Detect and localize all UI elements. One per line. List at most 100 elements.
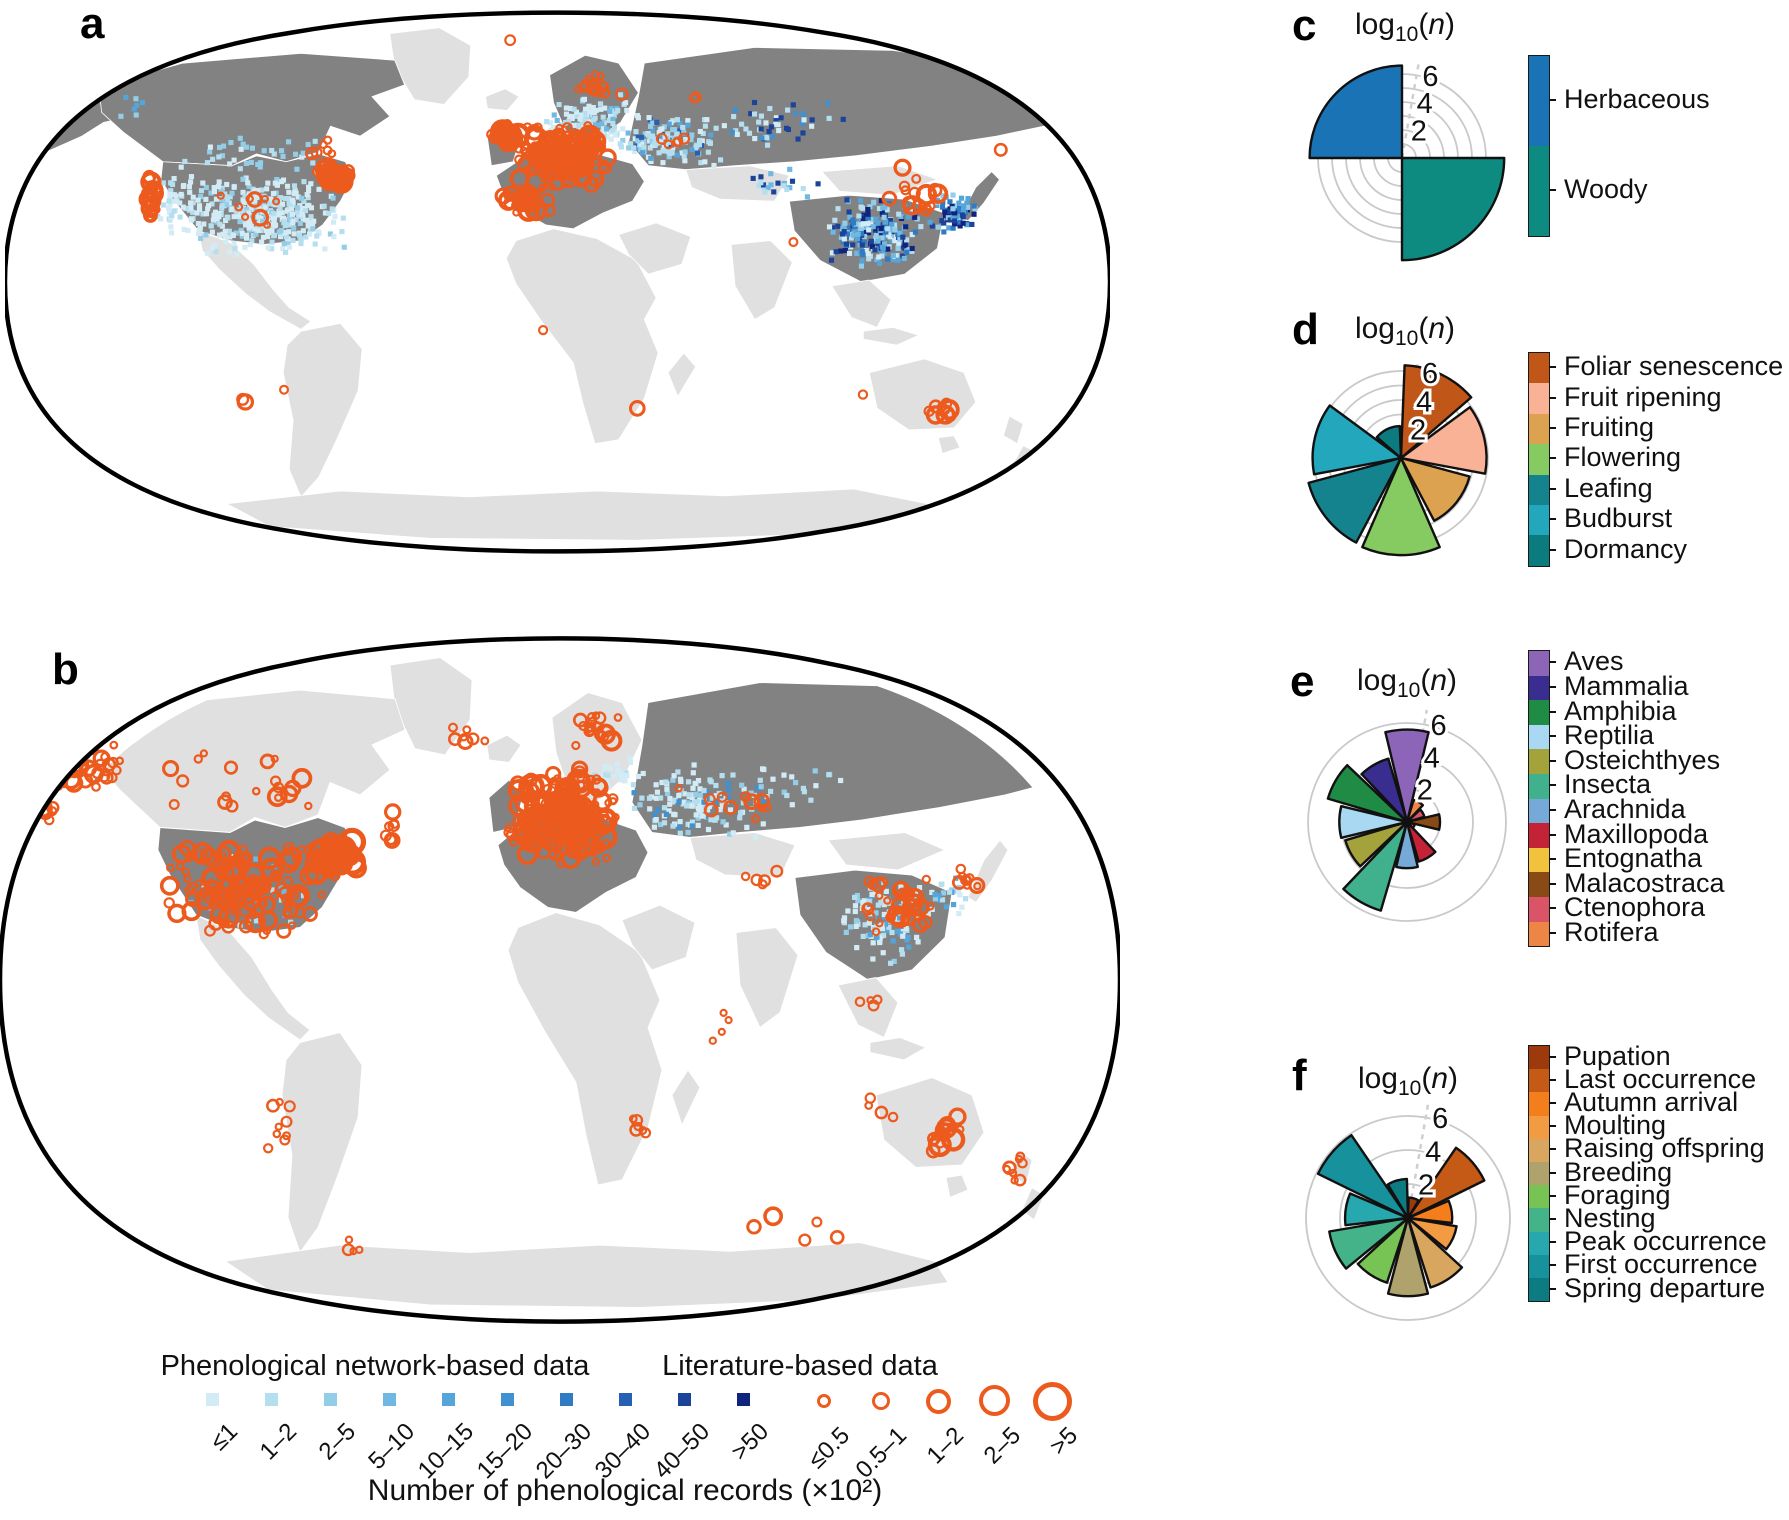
network-record-square: [773, 115, 780, 121]
network-record-square: [850, 217, 856, 223]
network-record-square: [233, 208, 239, 214]
rose-chart-plant-phenophase: 246: [1307, 355, 1489, 557]
log10n-title-c: log10(n): [1354, 8, 1456, 46]
network-record-square: [762, 189, 768, 195]
legend-label-aves: Aves: [1564, 646, 1624, 677]
network-record-square: [214, 216, 220, 222]
network-record-square: [708, 779, 714, 785]
literature-record-circle: [217, 794, 233, 810]
network-record-square: [730, 772, 736, 778]
f-wedge-last-occurrence: [1406, 1146, 1486, 1220]
network-record-square: [304, 192, 310, 198]
network-record-square: [700, 130, 706, 137]
d-wedge-foliar-senescence: [1399, 364, 1473, 460]
literature-record-circle: [282, 908, 293, 919]
network-record-square: [761, 185, 767, 191]
network-record-square: [901, 255, 907, 262]
network-record-square: [719, 803, 725, 809]
literature-record-circle: [176, 774, 190, 788]
network-record-square: [670, 823, 676, 829]
network-record-square: [897, 915, 903, 921]
literature-record-circle: [208, 916, 224, 931]
network-record-square: [264, 228, 271, 234]
network-record-square: [879, 238, 885, 244]
network-record-square: [169, 230, 175, 236]
network-record-square: [563, 105, 569, 111]
network-record-square: [748, 111, 754, 117]
network-record-square: [286, 201, 292, 207]
region-africa: [505, 228, 659, 445]
network-record-square: [610, 127, 616, 133]
network-record-square: [899, 951, 905, 957]
network-record-square: [190, 200, 196, 206]
literature-record-circle: [570, 128, 582, 141]
legend-label-flowering: Flowering: [1564, 442, 1682, 473]
network-record-square: [884, 928, 890, 934]
network-record-square: [678, 778, 684, 784]
network-record-square: [858, 263, 865, 269]
literature-record-circle: [448, 722, 459, 733]
literature-record-circle: [175, 862, 185, 871]
network-record-square: [689, 823, 695, 829]
literature-record-circle: [554, 167, 569, 182]
network-record-square: [865, 221, 871, 227]
network-record-square: [639, 795, 645, 801]
network-record-square: [841, 918, 847, 924]
network-record-square: [623, 100, 629, 106]
network-record-square: [224, 181, 230, 188]
network-record-square: [751, 99, 758, 106]
literature-record-circle: [516, 843, 539, 865]
network-record-square: [626, 145, 632, 151]
network-record-square: [273, 212, 280, 218]
network-record-square: [886, 924, 892, 930]
network-record-square: [269, 147, 275, 154]
network-record-square: [662, 134, 668, 140]
network-record-square: [845, 908, 851, 914]
network-record-square: [311, 218, 317, 224]
literature-record-circle: [263, 1143, 274, 1154]
network-record-square: [878, 198, 884, 204]
network-record-square: [890, 938, 896, 944]
literature-record-circle: [266, 786, 288, 808]
network-record-square: [610, 120, 616, 127]
network-record-square: [209, 229, 215, 235]
literature-record-circle: [504, 34, 517, 47]
network-record-square: [713, 125, 719, 131]
network-record-square: [251, 226, 257, 232]
literature-record-circle: [630, 1113, 644, 1127]
network-record-square: [186, 184, 192, 190]
network-record-square: [212, 209, 219, 215]
network-record-square: [717, 807, 723, 813]
network-record-square: [247, 205, 253, 211]
network-record-square: [965, 196, 971, 202]
network-record-square: [228, 139, 234, 146]
network-record-square: [674, 131, 680, 137]
network-record-square: [916, 885, 923, 891]
network-record-square: [778, 115, 784, 121]
d-wedge-fruit-ripening: [1399, 406, 1488, 475]
literature-record-circle: [194, 848, 208, 862]
literature-record-circle: [272, 1129, 282, 1139]
network-record-square: [278, 883, 284, 889]
literature-record-circle: [213, 853, 224, 864]
network-record-square: [269, 239, 275, 245]
legend-color-first-occurrence: [1529, 1254, 1549, 1278]
network-record-square: [841, 915, 848, 921]
network-record-square: [240, 141, 246, 147]
network-record-square: [259, 239, 265, 245]
network-record-square: [688, 803, 694, 809]
network-record-square: [642, 131, 648, 137]
network-record-square: [243, 160, 249, 166]
literature-record-circle: [875, 919, 884, 928]
literature-record-circle: [571, 740, 581, 751]
network-record-square: [839, 231, 845, 237]
literature-record-circle: [750, 873, 763, 887]
network-record-square: [689, 819, 695, 825]
network-record-square: [936, 893, 942, 899]
network-record-square: [670, 777, 676, 783]
network-record-square: [835, 223, 841, 229]
network-record-square: [877, 935, 883, 941]
network-record-square: [702, 123, 708, 129]
network-record-square: [874, 935, 880, 941]
